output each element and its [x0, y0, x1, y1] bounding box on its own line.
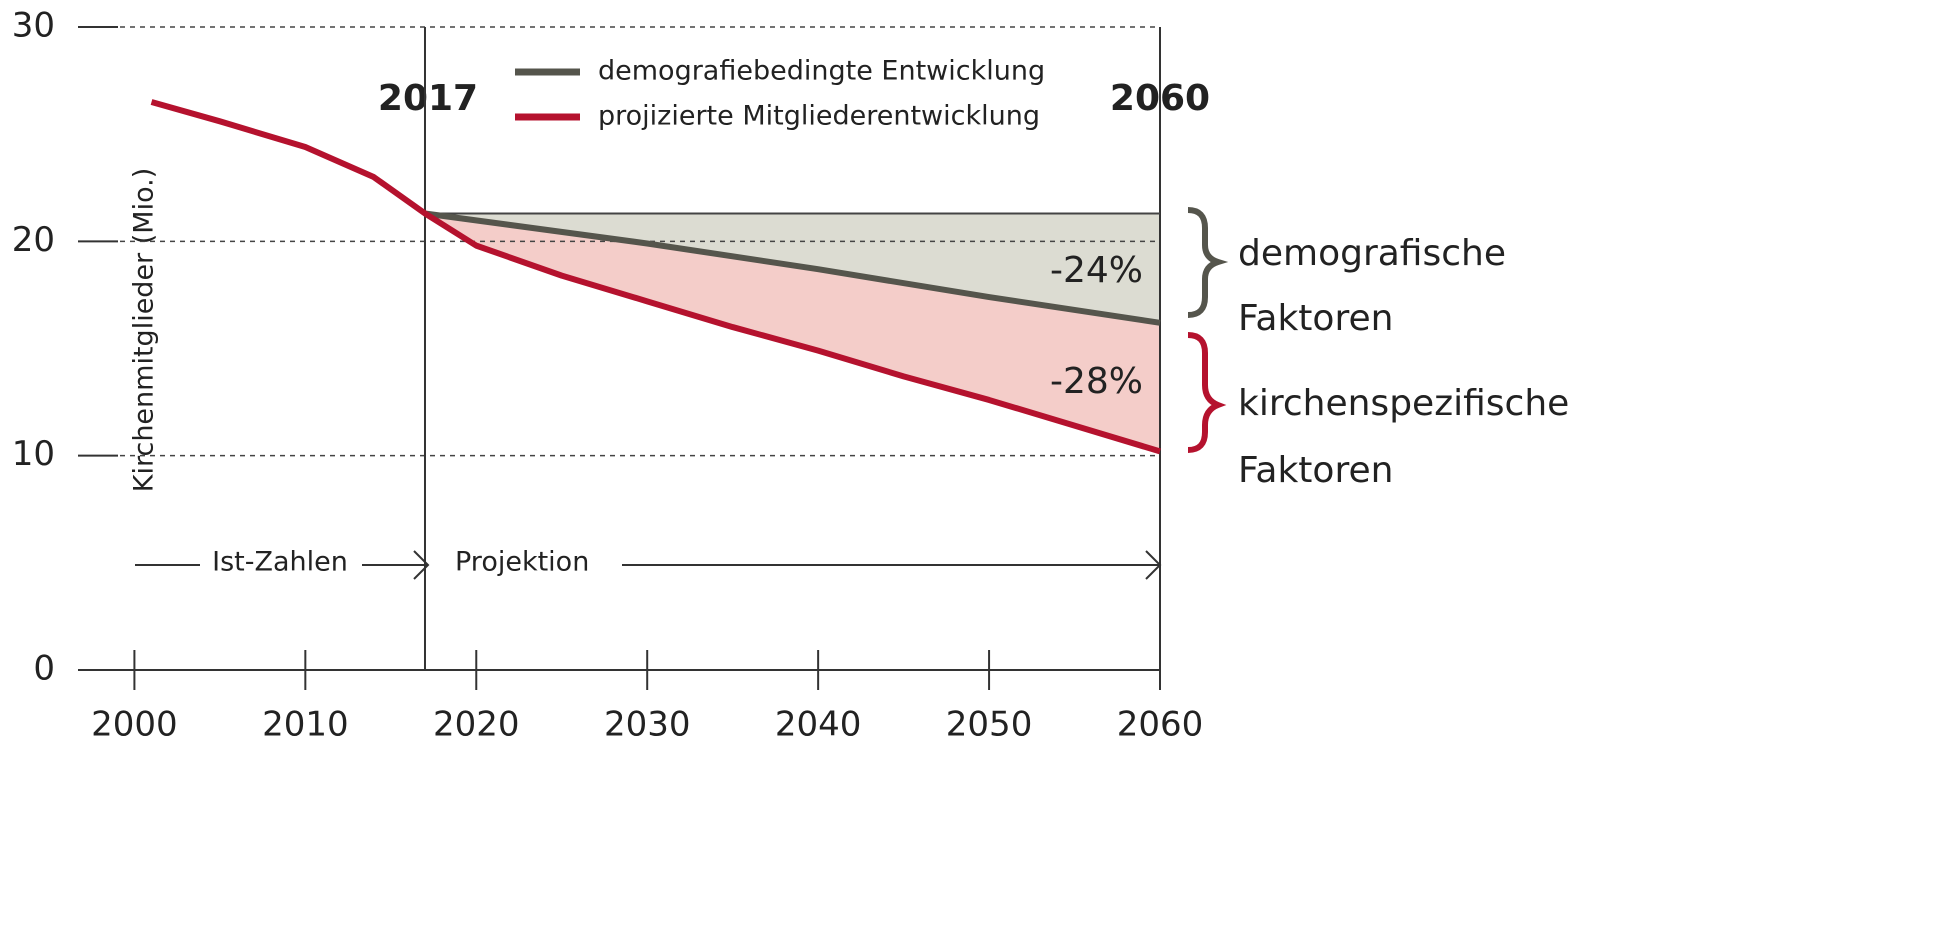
x-tick-label: 2020	[433, 705, 520, 745]
line	[424, 210, 1161, 326]
y-tick-label: 0	[33, 649, 55, 689]
legend-label: projizierte Mitgliederentwicklung	[598, 101, 1040, 132]
annotation: Projektion	[455, 547, 589, 578]
annotation: kirchenspezifische	[1238, 383, 1569, 424]
legend-label: demografiebedingte Entwicklung	[598, 56, 1045, 87]
x-tick-label: 2060	[1117, 705, 1204, 745]
annotation: Faktoren	[1238, 450, 1393, 491]
y-tick-label: 30	[12, 6, 55, 46]
annotation: -28%	[1050, 361, 1143, 402]
brace	[1187, 207, 1229, 318]
annotation: Ist-Zahlen	[212, 547, 348, 578]
x-tick-label: 2010	[262, 705, 349, 745]
y-axis-label: Kirchenmitglieder (Mio.)	[129, 168, 160, 492]
annotation: 2017	[378, 78, 478, 119]
y-tick-label: 10	[12, 434, 55, 474]
annotation: demografische	[1238, 233, 1506, 274]
brace	[1187, 332, 1227, 453]
area	[424, 213, 1161, 323]
x-tick-label: 2040	[775, 705, 862, 745]
area	[424, 213, 1161, 452]
annotation: -24%	[1050, 250, 1143, 291]
x-tick-label: 2030	[604, 705, 691, 745]
x-tick-label: 2000	[91, 705, 178, 745]
line	[150, 99, 1161, 455]
annotation: Faktoren	[1238, 298, 1393, 339]
x-tick-label: 2050	[946, 705, 1033, 745]
y-tick-label: 20	[12, 220, 55, 260]
